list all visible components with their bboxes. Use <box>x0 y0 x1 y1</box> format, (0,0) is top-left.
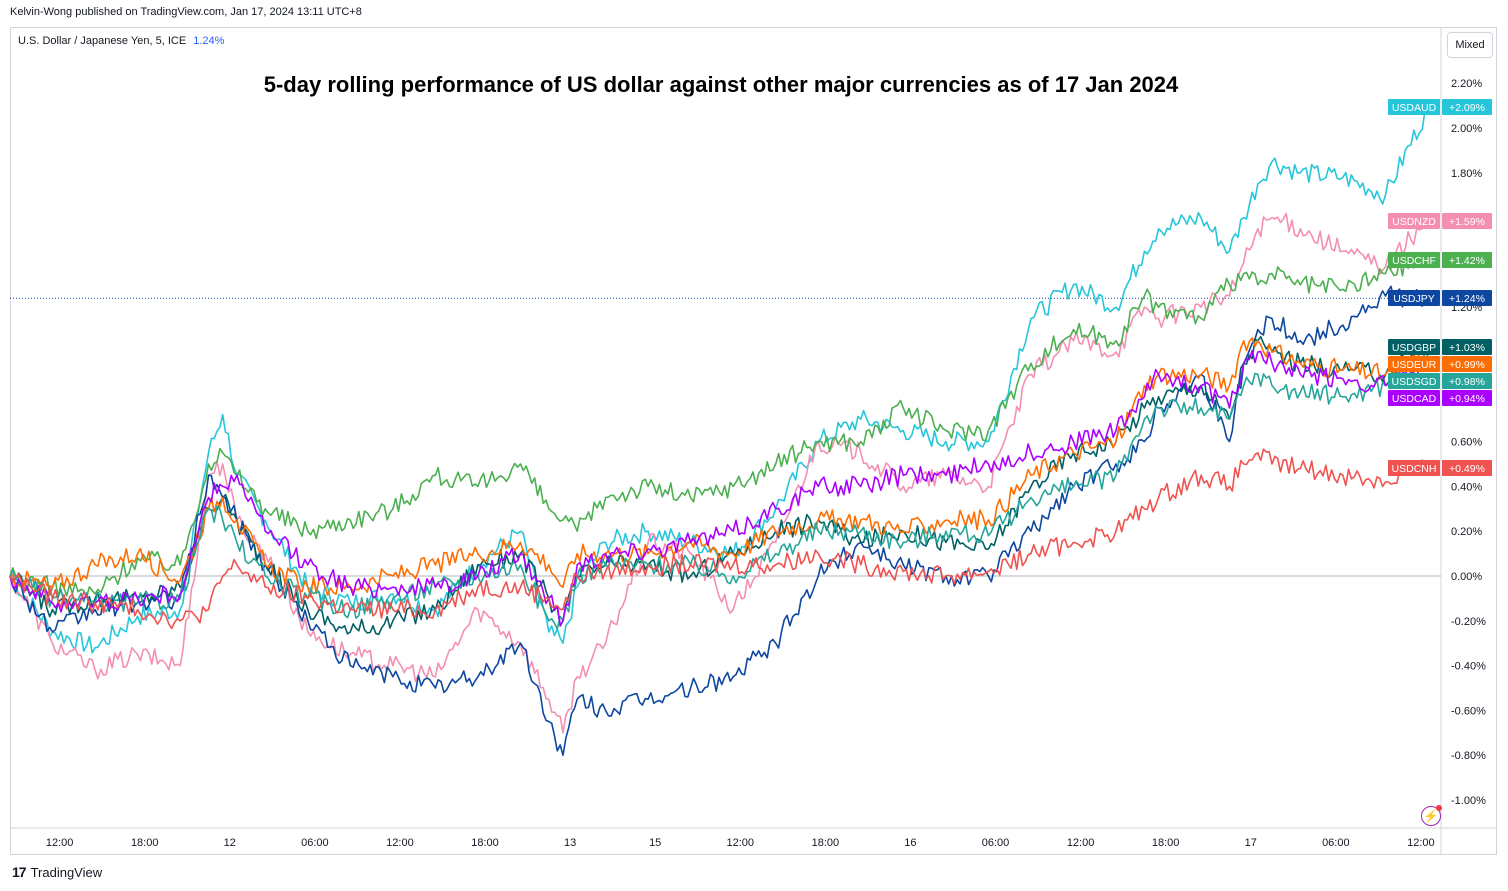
series-value-label: +1.42% <box>1449 255 1485 267</box>
tradingview-logo[interactable]: 17 TradingView <box>12 864 102 880</box>
y-tick-label: 0.20% <box>1451 526 1482 538</box>
series-line-usdsgd <box>9 348 1429 630</box>
chart-frame <box>10 27 1497 855</box>
series-value-tag <box>1442 460 1492 476</box>
x-tick-label: 06:00 <box>982 837 1010 849</box>
series-value-label: +2.09% <box>1449 102 1485 114</box>
series-name-tag <box>1388 356 1440 372</box>
series-value-label: +1.59% <box>1449 216 1485 228</box>
series-name-label: USDCAD <box>1392 393 1437 405</box>
series-name-label: USDSGD <box>1392 376 1437 388</box>
series-value-label: +1.24% <box>1449 293 1485 305</box>
publisher-line: Kelvin-Wong published on TradingView.com… <box>10 6 362 18</box>
y-tick-label: 0.60% <box>1451 437 1482 449</box>
y-tick-label: 0.40% <box>1451 481 1482 493</box>
series-name-tag <box>1388 339 1440 355</box>
x-tick-label: 12:00 <box>46 837 74 849</box>
series-name-label: USDJPY <box>1393 293 1434 305</box>
series-value-tag <box>1442 252 1492 268</box>
tv-logo-icon: 17 <box>12 864 27 880</box>
x-tick-label: 06:00 <box>1322 837 1350 849</box>
x-tick-label: 15 <box>649 837 661 849</box>
symbol-name: U.S. Dollar / Japanese Yen, 5, ICE <box>18 35 187 47</box>
y-tick-label: 2.00% <box>1451 123 1482 135</box>
series-value-tag <box>1442 390 1492 406</box>
series-line-usdcnh <box>9 448 1429 630</box>
x-tick-label: 18:00 <box>812 837 840 849</box>
y-tick-label: -0.20% <box>1451 616 1486 628</box>
y-tick-label: -1.00% <box>1451 795 1486 807</box>
x-tick-label: 18:00 <box>131 837 159 849</box>
series-value-tag <box>1442 213 1492 229</box>
series-name-label: USDCNH <box>1392 463 1437 475</box>
series-value-label: +0.94% <box>1449 393 1485 405</box>
x-tick-label: 12:00 <box>727 837 755 849</box>
y-tick-label: 2.20% <box>1451 78 1482 90</box>
x-tick-label: 13 <box>564 837 576 849</box>
series-line-usdaud <box>9 107 1429 654</box>
series-line-usdeur <box>9 337 1429 598</box>
x-tick-label: 12:00 <box>386 837 414 849</box>
y-tick-label: -0.80% <box>1451 750 1486 762</box>
series-line-usdjpy <box>9 285 1429 757</box>
x-tick-label: 16 <box>904 837 916 849</box>
series-name-label: USDGBP <box>1392 342 1436 354</box>
x-tick-label: 12:00 <box>1407 837 1435 849</box>
x-tick-label: 12:00 <box>1067 837 1095 849</box>
series-name-label: USDCHF <box>1392 255 1436 267</box>
series-name-label: USDEUR <box>1392 359 1437 371</box>
symbol-info: U.S. Dollar / Japanese Yen, 5, ICE 1.24% <box>18 35 224 47</box>
series-name-tag <box>1388 213 1440 229</box>
series-line-usdchf <box>9 253 1429 599</box>
x-tick-label: 18:00 <box>1152 837 1180 849</box>
series-name-label: USDAUD <box>1392 102 1437 114</box>
series-name-tag <box>1388 460 1440 476</box>
y-tick-label: 0.00% <box>1451 571 1482 583</box>
series-value-tag <box>1442 373 1492 389</box>
series-name-tag <box>1388 252 1440 268</box>
y-tick-label: -0.40% <box>1451 661 1486 673</box>
series-value-tag <box>1442 356 1492 372</box>
series-value-label: +0.49% <box>1449 463 1485 475</box>
symbol-change: 1.24% <box>193 35 225 47</box>
series-line-usdcad <box>9 349 1429 627</box>
series-value-label: +0.99% <box>1449 359 1485 371</box>
x-tick-label: 17 <box>1245 837 1257 849</box>
series-name-label: USDNZD <box>1392 216 1436 228</box>
lightning-icon[interactable]: ⚡ <box>1421 805 1442 826</box>
series-value-label: +1.03% <box>1449 342 1485 354</box>
series-name-tag <box>1388 390 1440 406</box>
series-name-tag <box>1388 290 1440 306</box>
notification-dot <box>1436 805 1442 811</box>
y-tick-label: -0.60% <box>1451 705 1486 717</box>
x-tick-label: 12 <box>224 837 236 849</box>
x-tick-label: 06:00 <box>301 837 329 849</box>
y-tick-label: 1.80% <box>1451 168 1482 180</box>
series-value-tag <box>1442 99 1492 115</box>
series-name-tag <box>1388 373 1440 389</box>
x-tick-label: 18:00 <box>471 837 499 849</box>
series-name-tag <box>1388 99 1440 115</box>
scale-mode-button[interactable]: Mixed <box>1447 32 1493 58</box>
series-value-label: +0.98% <box>1449 376 1485 388</box>
brand-name: TradingView <box>30 864 103 880</box>
series-value-tag <box>1442 290 1492 306</box>
series-value-tag <box>1442 339 1492 355</box>
chart-title: 5-day rolling performance of US dollar a… <box>263 72 1179 97</box>
series-line-usdnzd <box>9 212 1429 734</box>
